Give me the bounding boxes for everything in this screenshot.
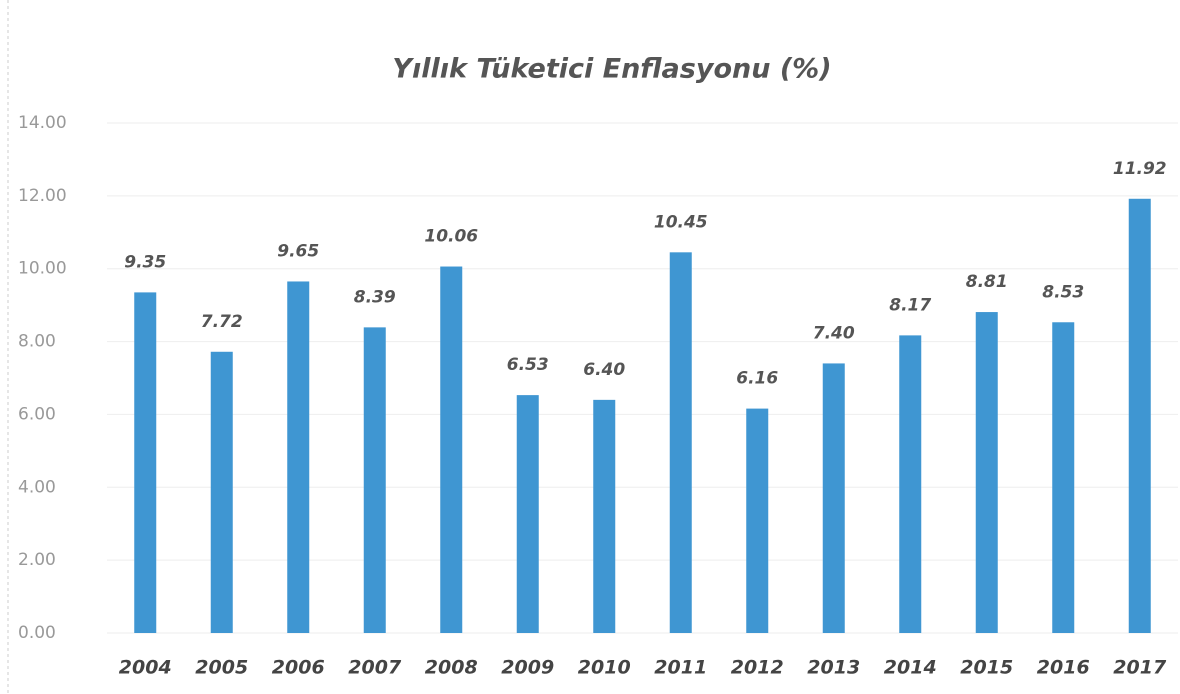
bar xyxy=(593,399,616,633)
x-tick-label: 2013 xyxy=(807,657,860,679)
y-tick-label: 12.00 xyxy=(18,186,67,206)
chart-title: Yıllık Tüketici Enflasyonu (%) xyxy=(392,54,831,85)
value-label: 8.17 xyxy=(889,295,931,315)
y-tick-label: 8.00 xyxy=(18,332,56,352)
bar xyxy=(746,408,769,633)
x-tick-label: 2015 xyxy=(960,657,1013,679)
bar xyxy=(134,292,157,633)
y-tick-label: 10.00 xyxy=(18,259,67,279)
x-tick-label: 2014 xyxy=(884,657,937,679)
x-tick-label: 2006 xyxy=(272,657,325,679)
value-label: 6.40 xyxy=(583,360,625,380)
bar xyxy=(1052,322,1075,633)
value-label: 11.92 xyxy=(1113,159,1167,179)
bar xyxy=(440,266,463,633)
value-label: 7.40 xyxy=(813,323,855,343)
x-tick-label: 2010 xyxy=(578,657,631,679)
value-label: 9.65 xyxy=(277,241,319,261)
bar xyxy=(822,363,845,633)
bar xyxy=(516,395,539,633)
bar xyxy=(975,312,998,633)
bar xyxy=(1128,198,1151,633)
value-label: 10.06 xyxy=(424,227,478,247)
x-tick-label: 2016 xyxy=(1037,657,1090,679)
bar xyxy=(899,335,922,633)
bar xyxy=(210,351,233,633)
x-tick-label: 2012 xyxy=(731,657,784,679)
x-tick-label: 2004 xyxy=(119,657,172,679)
bar xyxy=(669,252,692,634)
y-tick-label: 14.00 xyxy=(18,113,67,133)
x-tick-label: 2005 xyxy=(195,657,248,679)
value-label: 8.39 xyxy=(354,287,396,307)
value-label: 8.81 xyxy=(966,272,1008,292)
x-tick-label: 2009 xyxy=(501,657,554,679)
value-label: 8.53 xyxy=(1042,282,1084,302)
bar xyxy=(287,281,310,633)
value-label: 6.53 xyxy=(507,355,549,375)
bar xyxy=(363,327,386,633)
x-tick-label: 2011 xyxy=(654,657,707,679)
value-label: 10.45 xyxy=(654,212,708,232)
x-tick-label: 2007 xyxy=(348,657,402,679)
x-tick-label: 2008 xyxy=(425,657,478,679)
y-tick-label: 4.00 xyxy=(18,477,56,497)
y-tick-label: 2.00 xyxy=(18,550,56,570)
value-label: 9.35 xyxy=(124,252,166,272)
y-tick-label: 6.00 xyxy=(18,404,56,424)
y-tick-label: 0.00 xyxy=(18,623,56,643)
value-label: 7.72 xyxy=(201,312,243,332)
value-label: 6.16 xyxy=(736,369,778,389)
x-tick-label: 2017 xyxy=(1113,657,1167,679)
